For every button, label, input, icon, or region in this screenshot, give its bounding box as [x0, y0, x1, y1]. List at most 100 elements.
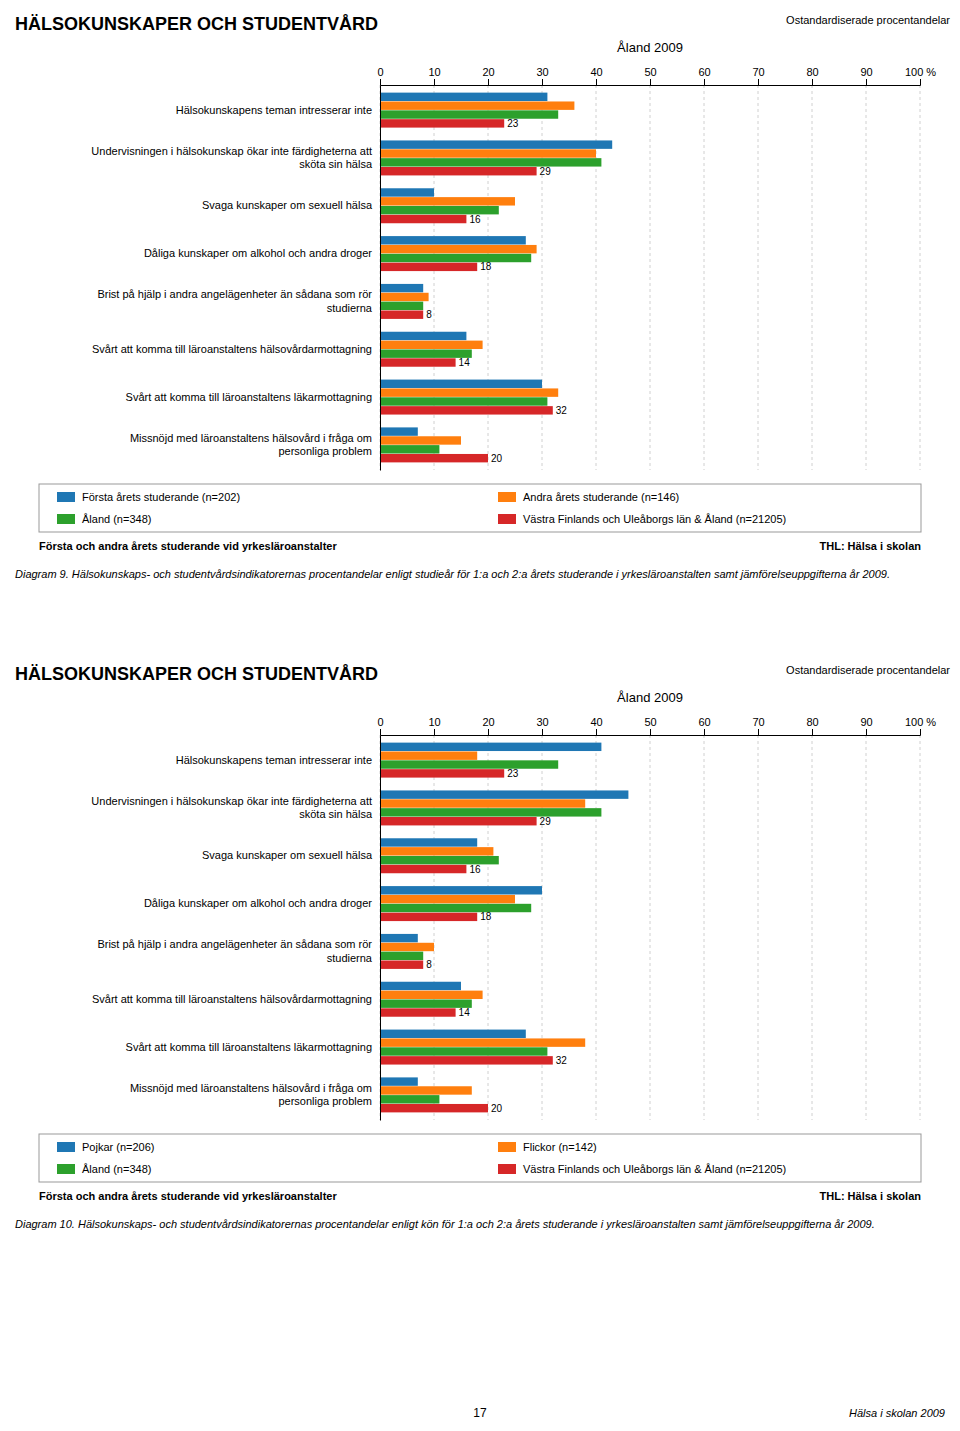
- legend-box: [39, 1134, 921, 1182]
- x-tick-label: 0: [377, 66, 383, 78]
- x-tick: 30: [536, 716, 548, 735]
- y-tick: Brist på hjälp i andra angelägenheter än…: [97, 288, 372, 313]
- data-label: 32: [556, 405, 568, 416]
- data-label: 20: [491, 453, 503, 464]
- bar: [380, 397, 547, 405]
- x-axis-line: [381, 729, 921, 736]
- y-tick: Undervisningen i hälsokunskap ökar inte …: [91, 795, 373, 820]
- x-tick: 90: [860, 66, 872, 85]
- bar: [380, 847, 493, 855]
- legend-label: Pojkar (n=206): [82, 1141, 154, 1153]
- x-tick-mark: [380, 79, 381, 85]
- bar: [380, 1104, 488, 1112]
- x-axis: 0102030405060708090100 %: [377, 66, 936, 86]
- legend-swatch: [57, 1164, 75, 1174]
- chart-title: HÄLSOKUNSKAPER OCH STUDENTVÅRD: [15, 664, 378, 684]
- bar: [380, 445, 439, 453]
- bar: [380, 769, 504, 777]
- x-tick: 80: [806, 66, 818, 85]
- data-label: 8: [426, 959, 432, 970]
- text-line: Svaga kunskaper om sexuell hälsa: [202, 849, 373, 861]
- bar: [380, 206, 499, 214]
- bar: [380, 236, 526, 244]
- legend-label: Andra årets studerande (n=146): [523, 491, 679, 503]
- bar: [380, 427, 418, 435]
- bar: [380, 284, 423, 292]
- bar: [380, 310, 423, 318]
- bar: [380, 808, 601, 816]
- bars: [380, 93, 612, 463]
- data-label: 23: [507, 768, 519, 779]
- bar: [380, 254, 531, 262]
- legend-swatch: [498, 1142, 516, 1152]
- data-label: 20: [491, 1103, 503, 1114]
- bar: [380, 1095, 439, 1103]
- text-line: Svårt att komma till läroanstaltens läka…: [126, 1041, 372, 1053]
- chart-subtitle: Åland 2009: [617, 40, 683, 55]
- page-number: 17: [473, 1406, 487, 1420]
- x-tick-label: 10: [428, 716, 440, 728]
- x-tick-label: 0: [377, 716, 383, 728]
- x-tick: 100 %: [905, 716, 936, 735]
- caption: Diagram 10. Hälsokunskaps- och studentvå…: [15, 1218, 875, 1230]
- x-tick-mark: [488, 729, 489, 735]
- x-tick-label: 30: [536, 716, 548, 728]
- legend-label: Åland (n=348): [82, 513, 151, 525]
- bar: [380, 1047, 547, 1055]
- text-line: personliga problem: [278, 445, 372, 457]
- x-tick-label: 40: [590, 716, 602, 728]
- x-tick: 50: [644, 66, 656, 85]
- x-tick-mark: [866, 79, 867, 85]
- y-tick: Dåliga kunskaper om alkohol och andra dr…: [144, 897, 372, 909]
- x-tick: 100 %: [905, 66, 936, 85]
- y-tick: Svårt att komma till läroanstaltens häls…: [92, 343, 372, 355]
- x-tick-label: 60: [698, 716, 710, 728]
- grid: [380, 85, 920, 470]
- annotation: Ostandardiserade procentandelar: [786, 664, 950, 676]
- x-tick-label: 60: [698, 66, 710, 78]
- x-tick: 10: [428, 66, 440, 85]
- bar: [380, 991, 483, 999]
- x-tick-label: 20: [482, 66, 494, 78]
- series: [380, 760, 601, 1103]
- annotation: Första och andra årets studerande vid yr…: [39, 540, 337, 552]
- x-tick-mark: [704, 729, 705, 735]
- bar: [380, 93, 547, 101]
- series: [380, 751, 585, 1094]
- text-line: studierna: [327, 302, 373, 314]
- x-tick: 40: [590, 716, 602, 735]
- bar: [380, 380, 542, 388]
- bar: [380, 293, 429, 301]
- bar: [380, 838, 477, 846]
- data-label: 14: [459, 1007, 471, 1018]
- y-tick: Brist på hjälp i andra angelägenheter än…: [97, 938, 372, 963]
- bar: [380, 790, 628, 798]
- legend-label: Åland (n=348): [82, 1163, 151, 1175]
- bar: [380, 197, 515, 205]
- series: [380, 101, 596, 444]
- x-tick: 0: [377, 66, 383, 85]
- y-tick-label: Missnöjd med läroanstaltens hälsovård i …: [130, 1082, 372, 1107]
- text-line: Diagram 10. Hälsokunskaps- och studentvå…: [15, 1218, 875, 1230]
- x-tick-label: 30: [536, 66, 548, 78]
- y-tick-label: Missnöjd med läroanstaltens hälsovård i …: [130, 432, 372, 457]
- legend-label: Första årets studerande (n=202): [82, 491, 240, 503]
- text-line: Svårt att komma till läroanstaltens häls…: [92, 993, 372, 1005]
- x-tick-label: 90: [860, 66, 872, 78]
- grid-line: [920, 735, 921, 1120]
- grid: [380, 735, 920, 1120]
- y-tick-label: Undervisningen i hälsokunskap ökar inte …: [91, 795, 373, 820]
- x-tick-mark: [920, 79, 921, 85]
- series: [380, 119, 553, 462]
- y-tick: Hälsokunskapens teman intresserar inte: [176, 104, 372, 116]
- bar: [380, 263, 477, 271]
- text-line: Svårt att komma till läroanstaltens häls…: [92, 343, 372, 355]
- x-tick: 20: [482, 716, 494, 735]
- bar: [380, 982, 461, 990]
- y-tick-label: Brist på hjälp i andra angelägenheter än…: [97, 288, 372, 313]
- grid-line: [920, 85, 921, 470]
- data-label: 16: [469, 214, 481, 225]
- legend-swatch: [57, 1142, 75, 1152]
- legend-label: Flickor (n=142): [523, 1141, 597, 1153]
- bar: [380, 743, 601, 751]
